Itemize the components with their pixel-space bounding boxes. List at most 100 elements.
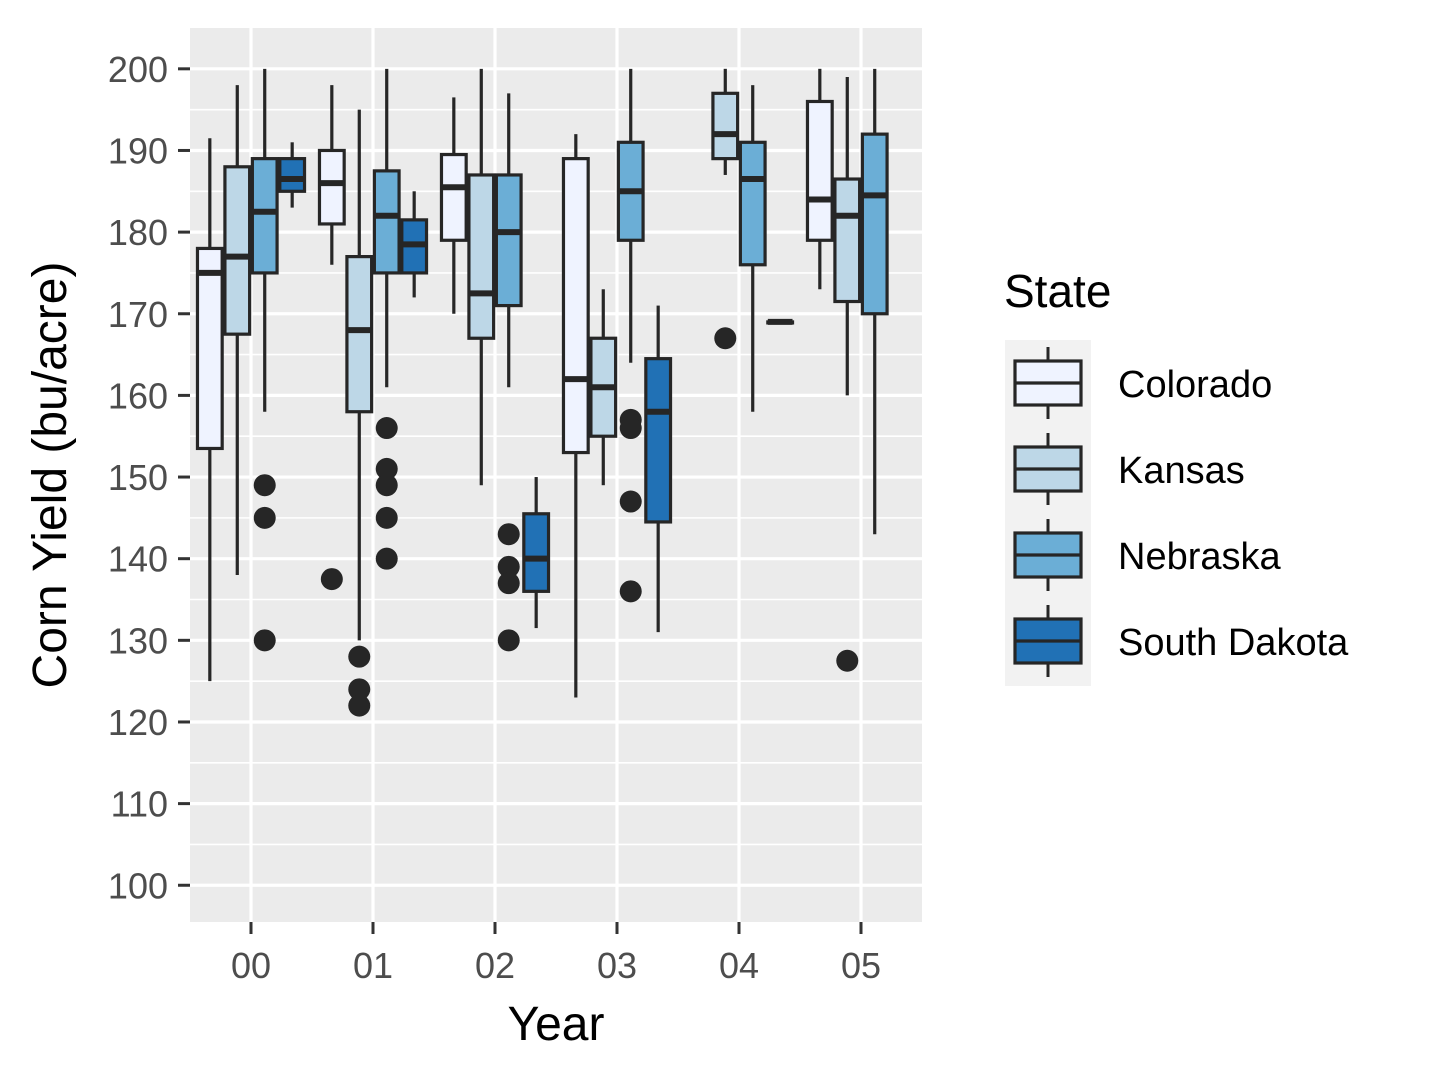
box bbox=[860, 68, 889, 535]
legend-item-kansas: Kansas bbox=[1013, 433, 1245, 505]
box-body bbox=[195, 246, 224, 451]
y-tick-label: 110 bbox=[111, 784, 168, 825]
outlier-point bbox=[375, 417, 398, 440]
box-body bbox=[860, 132, 889, 316]
x-tick-label: 04 bbox=[719, 945, 759, 986]
box-body bbox=[223, 165, 252, 336]
box-body bbox=[345, 255, 374, 414]
y-tick-label: 160 bbox=[108, 375, 168, 416]
box-body bbox=[250, 157, 279, 275]
box bbox=[833, 76, 862, 672]
outlier-point bbox=[497, 523, 520, 546]
outlier-point bbox=[619, 490, 642, 513]
series-nebraska bbox=[250, 68, 889, 652]
box bbox=[766, 318, 795, 325]
legend-title: State bbox=[1004, 265, 1111, 317]
outlier-point bbox=[375, 506, 398, 529]
box-body bbox=[833, 177, 862, 304]
box bbox=[439, 97, 468, 314]
legend-item-nebraska: Nebraska bbox=[1013, 519, 1281, 591]
box bbox=[372, 68, 401, 570]
box bbox=[805, 68, 834, 290]
outlier-point bbox=[619, 580, 642, 603]
outlier-point bbox=[253, 629, 276, 652]
box-body bbox=[644, 357, 673, 524]
box bbox=[494, 93, 523, 652]
x-tick-label: 05 bbox=[841, 945, 881, 986]
legend-label: Colorado bbox=[1118, 364, 1272, 406]
box bbox=[250, 68, 279, 652]
legend-item-colorado: Colorado bbox=[1013, 347, 1272, 419]
box-body bbox=[805, 99, 834, 242]
x-axis: 00 01 02 03 04 05 bbox=[231, 922, 881, 986]
y-tick-label: 190 bbox=[108, 130, 168, 171]
box bbox=[467, 68, 496, 486]
box bbox=[345, 109, 374, 717]
legend-item-south-dakota: South Dakota bbox=[1013, 605, 1349, 677]
outlier-point bbox=[375, 457, 398, 480]
plot-panel bbox=[190, 28, 922, 922]
x-tick-label: 00 bbox=[231, 945, 271, 986]
outlier-point bbox=[375, 547, 398, 570]
x-tick-label: 02 bbox=[475, 945, 515, 986]
y-tick-label: 140 bbox=[108, 539, 168, 580]
series-kansas bbox=[223, 68, 862, 717]
legend-label: Kansas bbox=[1118, 450, 1245, 492]
x-tick-label: 01 bbox=[353, 945, 393, 986]
legend-label: Nebraska bbox=[1118, 536, 1281, 578]
box bbox=[738, 85, 767, 412]
y-tick-label: 170 bbox=[108, 294, 168, 335]
panel-background bbox=[190, 28, 922, 922]
outlier-point bbox=[348, 678, 371, 701]
outlier-point bbox=[836, 649, 859, 672]
box-body bbox=[372, 169, 401, 275]
box-body bbox=[278, 157, 307, 193]
box bbox=[223, 85, 252, 576]
outlier-point bbox=[619, 417, 642, 440]
y-tick-label: 200 bbox=[108, 49, 168, 90]
outlier-point bbox=[348, 694, 371, 717]
outlier-point bbox=[375, 474, 398, 497]
box bbox=[711, 68, 740, 350]
box bbox=[522, 477, 551, 629]
outlier-point bbox=[253, 506, 276, 529]
y-tick-label: 130 bbox=[108, 620, 168, 661]
series-colorado bbox=[195, 68, 834, 698]
legend: State Colorado Kansas Nebraska South Dakota bbox=[1004, 265, 1349, 686]
box bbox=[317, 85, 346, 591]
box-body bbox=[439, 152, 468, 242]
outlier-point bbox=[348, 645, 371, 668]
box bbox=[561, 134, 590, 698]
outlier-point bbox=[497, 629, 520, 652]
legend-label: South Dakota bbox=[1118, 622, 1349, 664]
outlier-point bbox=[497, 572, 520, 595]
box bbox=[400, 191, 429, 298]
box-body bbox=[738, 140, 767, 267]
x-tick-label: 03 bbox=[597, 945, 637, 986]
box-body bbox=[494, 173, 523, 308]
outlier-point bbox=[253, 474, 276, 497]
y-axis: 100 110 120 130 140 150 160 170 180 190 200 bbox=[108, 49, 190, 906]
outlier-point bbox=[714, 327, 737, 350]
box-series-group bbox=[195, 68, 889, 717]
y-axis-title: Corn Yield (bu/acre) bbox=[24, 262, 77, 689]
box bbox=[589, 289, 618, 486]
series-south-dakota bbox=[278, 142, 795, 633]
box bbox=[195, 138, 224, 682]
outlier-point bbox=[497, 555, 520, 578]
y-tick-label: 100 bbox=[108, 865, 168, 906]
y-tick-label: 120 bbox=[108, 702, 168, 743]
box-body bbox=[522, 512, 551, 593]
y-tick-label: 150 bbox=[108, 457, 168, 498]
outlier-point bbox=[320, 568, 343, 591]
box-body bbox=[561, 157, 590, 455]
x-axis-title: Year bbox=[508, 998, 605, 1051]
box-body bbox=[711, 91, 740, 161]
box bbox=[644, 305, 673, 633]
box-body bbox=[317, 148, 346, 226]
box bbox=[278, 142, 307, 208]
box bbox=[616, 68, 645, 603]
y-tick-label: 180 bbox=[108, 212, 168, 253]
box-body bbox=[467, 173, 496, 340]
